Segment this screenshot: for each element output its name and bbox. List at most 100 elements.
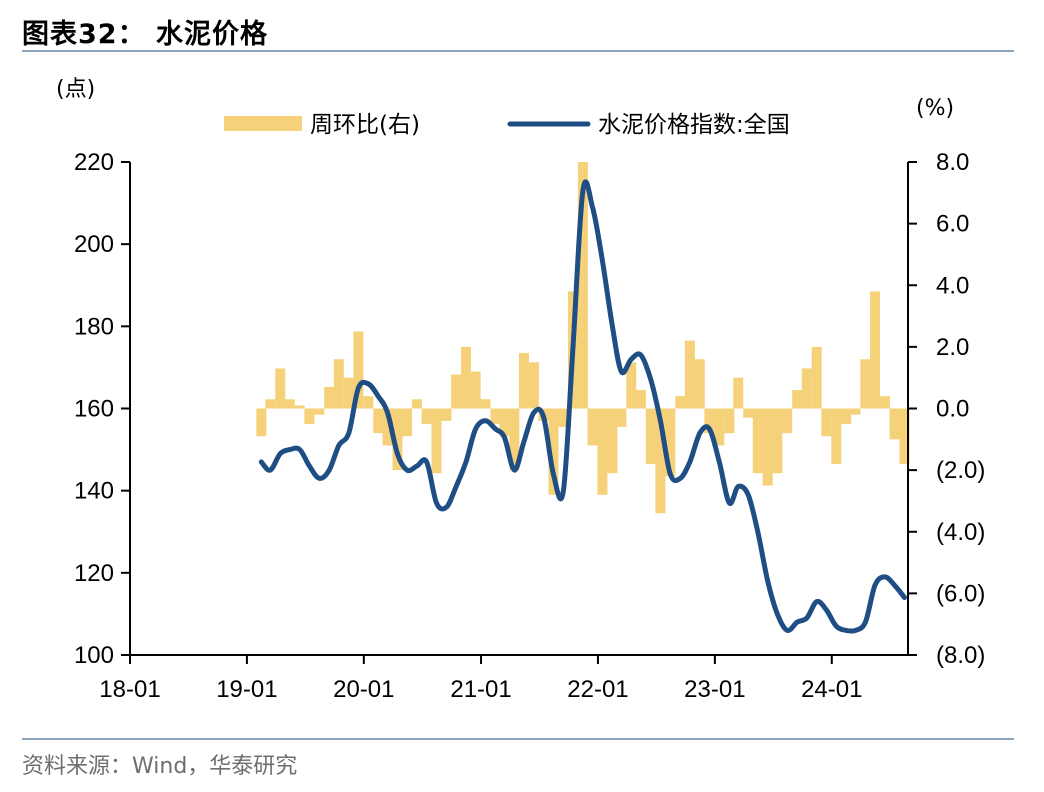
- weekly-change-bar: [655, 408, 666, 514]
- weekly-change-bar: [324, 386, 335, 409]
- left-tick-label: 120: [74, 560, 114, 587]
- weekly-change-bar: [470, 371, 481, 409]
- right-tick-label: 0.0: [936, 396, 969, 423]
- weekly-change-bar: [314, 408, 325, 415]
- weekly-change-bar: [645, 408, 656, 464]
- right-tick-label: (4.0): [936, 519, 985, 546]
- weekly-change-bar: [431, 408, 442, 474]
- x-tick-label: 21-01: [450, 676, 511, 703]
- figure-title: 图表32： 水泥价格: [22, 19, 268, 50]
- weekly-change-bar: [402, 408, 413, 437]
- weekly-change-bar: [548, 408, 559, 495]
- weekly-change-bar: [782, 408, 793, 434]
- weekly-change-bars: [256, 162, 910, 514]
- weekly-change-bar: [626, 362, 637, 409]
- x-tick-label: 18-01: [99, 676, 160, 703]
- weekly-change-bar: [724, 408, 735, 434]
- weekly-change-bar: [392, 408, 403, 471]
- x-tick-label: 22-01: [567, 676, 628, 703]
- weekly-change-bar: [870, 291, 881, 409]
- right-tick-label: (6.0): [936, 580, 985, 607]
- bottom-rule: [22, 738, 1014, 740]
- weekly-change-bar: [275, 368, 286, 409]
- cement-price-index-line: [258, 179, 907, 634]
- left-tick-label: 140: [74, 478, 114, 505]
- weekly-change-bar: [821, 408, 832, 437]
- weekly-change-bar: [421, 408, 432, 424]
- weekly-change-bar: [860, 359, 871, 409]
- weekly-change-bar: [587, 408, 598, 446]
- legend-line-label: 水泥价格指数:全国: [598, 112, 790, 138]
- weekly-change-bar: [684, 340, 695, 409]
- right-tick-label: 8.0: [936, 149, 969, 176]
- weekly-change-bar: [899, 408, 910, 464]
- weekly-change-bar: [616, 408, 627, 427]
- weekly-change-bar: [343, 377, 354, 409]
- right-axis-unit: (%): [916, 96, 954, 121]
- weekly-change-bar: [597, 408, 608, 495]
- weekly-change-bar: [499, 408, 510, 437]
- weekly-change-bar: [889, 408, 900, 440]
- weekly-change-bar: [733, 377, 744, 409]
- x-tick-label: 20-01: [333, 676, 394, 703]
- weekly-change-bar: [518, 353, 529, 409]
- weekly-change-bar: [451, 374, 462, 409]
- weekly-change-bar: [304, 408, 315, 424]
- weekly-change-bar: [743, 408, 754, 418]
- weekly-change-bar: [441, 408, 452, 421]
- weekly-change-bar: [411, 399, 422, 409]
- weekly-change-bar: [256, 408, 267, 437]
- weekly-change-bar: [801, 368, 812, 409]
- left-tick-label: 220: [74, 149, 114, 176]
- weekly-change-bar: [333, 359, 344, 409]
- weekly-change-bar: [460, 346, 471, 409]
- legend-bar-swatch: [224, 116, 302, 131]
- weekly-change-bar: [265, 399, 276, 409]
- weekly-change-bar: [850, 408, 861, 415]
- weekly-change-bar: [373, 408, 384, 434]
- weekly-change-bar: [558, 408, 569, 427]
- weekly-change-bar: [635, 390, 646, 409]
- weekly-change-bar: [353, 331, 364, 409]
- weekly-change-bar: [509, 408, 520, 471]
- weekly-change-bar: [811, 346, 822, 409]
- weekly-change-bar: [704, 408, 715, 434]
- weekly-change-bar: [490, 408, 501, 424]
- weekly-change-bar: [714, 408, 725, 446]
- weekly-change-bar: [480, 399, 491, 409]
- x-tick-label: 24-01: [801, 676, 862, 703]
- weekly-change-bar: [665, 408, 676, 477]
- source-note: 资料来源：Wind，华泰研究: [22, 754, 298, 779]
- weekly-change-bar: [382, 408, 393, 446]
- weekly-change-bar: [577, 162, 588, 409]
- weekly-change-bar: [752, 408, 763, 474]
- weekly-change-bar: [792, 390, 803, 409]
- legend-bar-label: 周环比(右): [310, 112, 420, 138]
- weekly-change-bar: [363, 396, 374, 409]
- weekly-change-bar: [831, 408, 842, 464]
- right-tick-label: (2.0): [936, 457, 985, 484]
- left-tick-label: 200: [74, 231, 114, 258]
- x-tick-label: 19-01: [216, 676, 277, 703]
- weekly-change-bar: [694, 359, 705, 409]
- weekly-change-bar: [528, 362, 539, 409]
- right-tick-label: 2.0: [936, 334, 969, 361]
- left-tick-label: 160: [74, 396, 114, 423]
- right-tick-label: 6.0: [936, 211, 969, 238]
- top-rule: [22, 50, 1014, 52]
- weekly-change-bar: [675, 396, 686, 409]
- left-tick-label: 180: [74, 313, 114, 340]
- x-tick-label: 23-01: [684, 676, 745, 703]
- chart-axes: 100 120 140 160 180 200 220 (8.0) (6.0) (4.0) (2.0…: [74, 149, 985, 703]
- weekly-change-bar: [294, 405, 305, 409]
- weekly-change-bar: [284, 399, 295, 409]
- right-tick-label: 4.0: [936, 272, 969, 299]
- right-tick-label: (8.0): [936, 642, 985, 669]
- weekly-change-bar: [607, 408, 618, 474]
- legend: 周环比(右) 水泥价格指数:全国: [224, 112, 790, 138]
- weekly-change-bar: [879, 396, 890, 409]
- weekly-change-bar: [772, 408, 783, 474]
- weekly-change-bar: [841, 408, 852, 424]
- left-tick-label: 100: [74, 642, 114, 669]
